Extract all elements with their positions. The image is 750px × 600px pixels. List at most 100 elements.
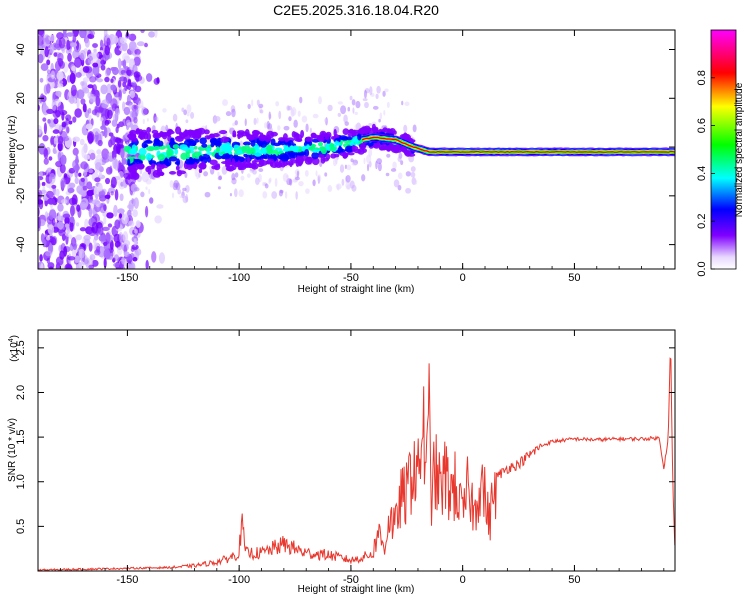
spectrogram-cell — [98, 171, 103, 178]
spectrogram-cell — [76, 204, 81, 212]
spectrogram-cell — [110, 78, 114, 83]
spectrogram-cell — [342, 128, 350, 135]
spectrogram-cell — [67, 256, 76, 261]
spectrogram-cell — [80, 177, 85, 183]
spectrogram-cell — [98, 224, 104, 236]
spectrogram-cell — [268, 111, 271, 120]
spectrogram-cell — [87, 114, 92, 120]
spectrogram-cell — [315, 170, 318, 177]
spectrogram-cell — [289, 152, 298, 159]
spectrogram-cell — [127, 78, 132, 85]
spectrogram-cell — [113, 113, 118, 123]
spectrogram-cell — [61, 233, 66, 241]
spectrogram-cell — [316, 174, 322, 183]
spectrogram-cell — [225, 159, 231, 168]
spectrogram-cell — [64, 263, 73, 269]
spectrogram-cell — [46, 235, 51, 241]
spectrogram-cell — [117, 208, 125, 214]
spectrogram-cell — [80, 98, 86, 105]
spectrogram-cell — [222, 99, 228, 106]
spectrogram-cell — [84, 38, 90, 48]
spectrogram-cell — [153, 138, 160, 145]
spectrogram-cell — [181, 107, 185, 113]
spectrogram-cell — [316, 135, 324, 141]
spectrogram-cell — [99, 39, 104, 49]
spectrogram-cell — [50, 70, 55, 80]
spectrogram-cell — [83, 170, 88, 177]
spectrogram-cell — [373, 129, 382, 133]
spectrogram-cell — [297, 110, 301, 117]
spectrogram-cell — [328, 144, 334, 148]
spectrogram-cell — [106, 109, 113, 120]
spectrogram-cell — [149, 197, 154, 204]
spectrogram-cell — [138, 100, 144, 109]
spectrogram-cell — [322, 157, 330, 162]
spectrogram-cell — [405, 187, 412, 194]
spectrogram-cell — [76, 89, 85, 100]
spectrogram-cell — [61, 198, 68, 204]
spectrogram-cell — [139, 133, 144, 140]
spectrogram-cell — [267, 144, 272, 153]
spectrogram-cell — [140, 191, 145, 198]
spectrogram-cell — [98, 190, 106, 198]
spectrogram-cell — [261, 154, 265, 159]
spectrogram-cell — [301, 115, 308, 123]
spectrogram-cell — [64, 216, 70, 225]
snr-multiplier-exp: 4 — [8, 338, 15, 342]
spectrogram-cell — [40, 63, 49, 72]
spectrogram-cell — [269, 177, 272, 183]
spectrogram-cell — [110, 84, 117, 91]
spectrogram-cell — [175, 165, 180, 171]
spectrogram-x-tick-label: 0 — [460, 272, 466, 284]
spectrogram-cell — [128, 148, 138, 156]
spectrogram-cell — [100, 64, 106, 71]
spectrogram-cell — [86, 181, 93, 190]
spectrogram-cell — [294, 176, 300, 181]
spectrogram-cell — [42, 117, 47, 122]
spectrogram-cell — [49, 43, 54, 54]
spectrogram-cell — [69, 96, 75, 105]
spectrogram-cell — [166, 144, 171, 149]
spectrogram-cell — [247, 137, 256, 141]
spectrogram-cell — [74, 56, 82, 68]
spectrogram-cell — [108, 132, 114, 137]
spectrogram-cell — [304, 148, 310, 157]
spectrogram-cell — [114, 188, 119, 201]
spectrogram-cell — [240, 175, 245, 181]
spectrogram-cell — [88, 264, 95, 269]
spectrogram-cell — [113, 204, 118, 217]
spectrogram-cell — [40, 30, 45, 38]
spectrogram-cell — [206, 139, 210, 145]
spectrogram-cell — [369, 86, 373, 95]
spectrogram-cell — [184, 159, 194, 165]
spectrogram-cell — [174, 161, 180, 165]
spectrogram-cell — [73, 165, 81, 171]
spectrogram-cell — [379, 112, 383, 120]
spectrogram-cell — [46, 108, 54, 115]
spectrogram-cell — [53, 137, 59, 145]
spectrogram-cell — [95, 154, 103, 165]
spectrogram-cell — [39, 254, 43, 262]
spectrogram-cell — [57, 135, 64, 145]
spectrogram-frame — [37, 29, 676, 270]
spectrogram-cell — [212, 133, 220, 138]
spectrogram-cell — [392, 161, 397, 170]
spectrogram-cell — [69, 72, 76, 84]
spectrogram-cell — [57, 211, 62, 222]
spectrogram-cell — [97, 139, 103, 147]
spectrogram-cell — [256, 117, 259, 124]
spectrogram-cell — [183, 109, 188, 116]
spectrogram-cell — [50, 137, 54, 146]
spectrogram-cell — [70, 42, 78, 48]
spectrogram-y-tick-label: 40 — [15, 43, 27, 55]
spectrogram-cell — [166, 148, 174, 157]
spectrogram-cell — [244, 128, 250, 137]
spectrogram-cell — [118, 213, 123, 219]
spectrogram-cell — [38, 216, 41, 229]
spectrogram-cell — [119, 193, 124, 202]
spectrogram-cell — [60, 177, 66, 189]
spectrogram-cell — [266, 158, 275, 164]
spectrogram-cell — [66, 126, 70, 134]
snr-x-tick-label: 50 — [568, 574, 580, 586]
spectrogram-cell — [43, 34, 51, 47]
